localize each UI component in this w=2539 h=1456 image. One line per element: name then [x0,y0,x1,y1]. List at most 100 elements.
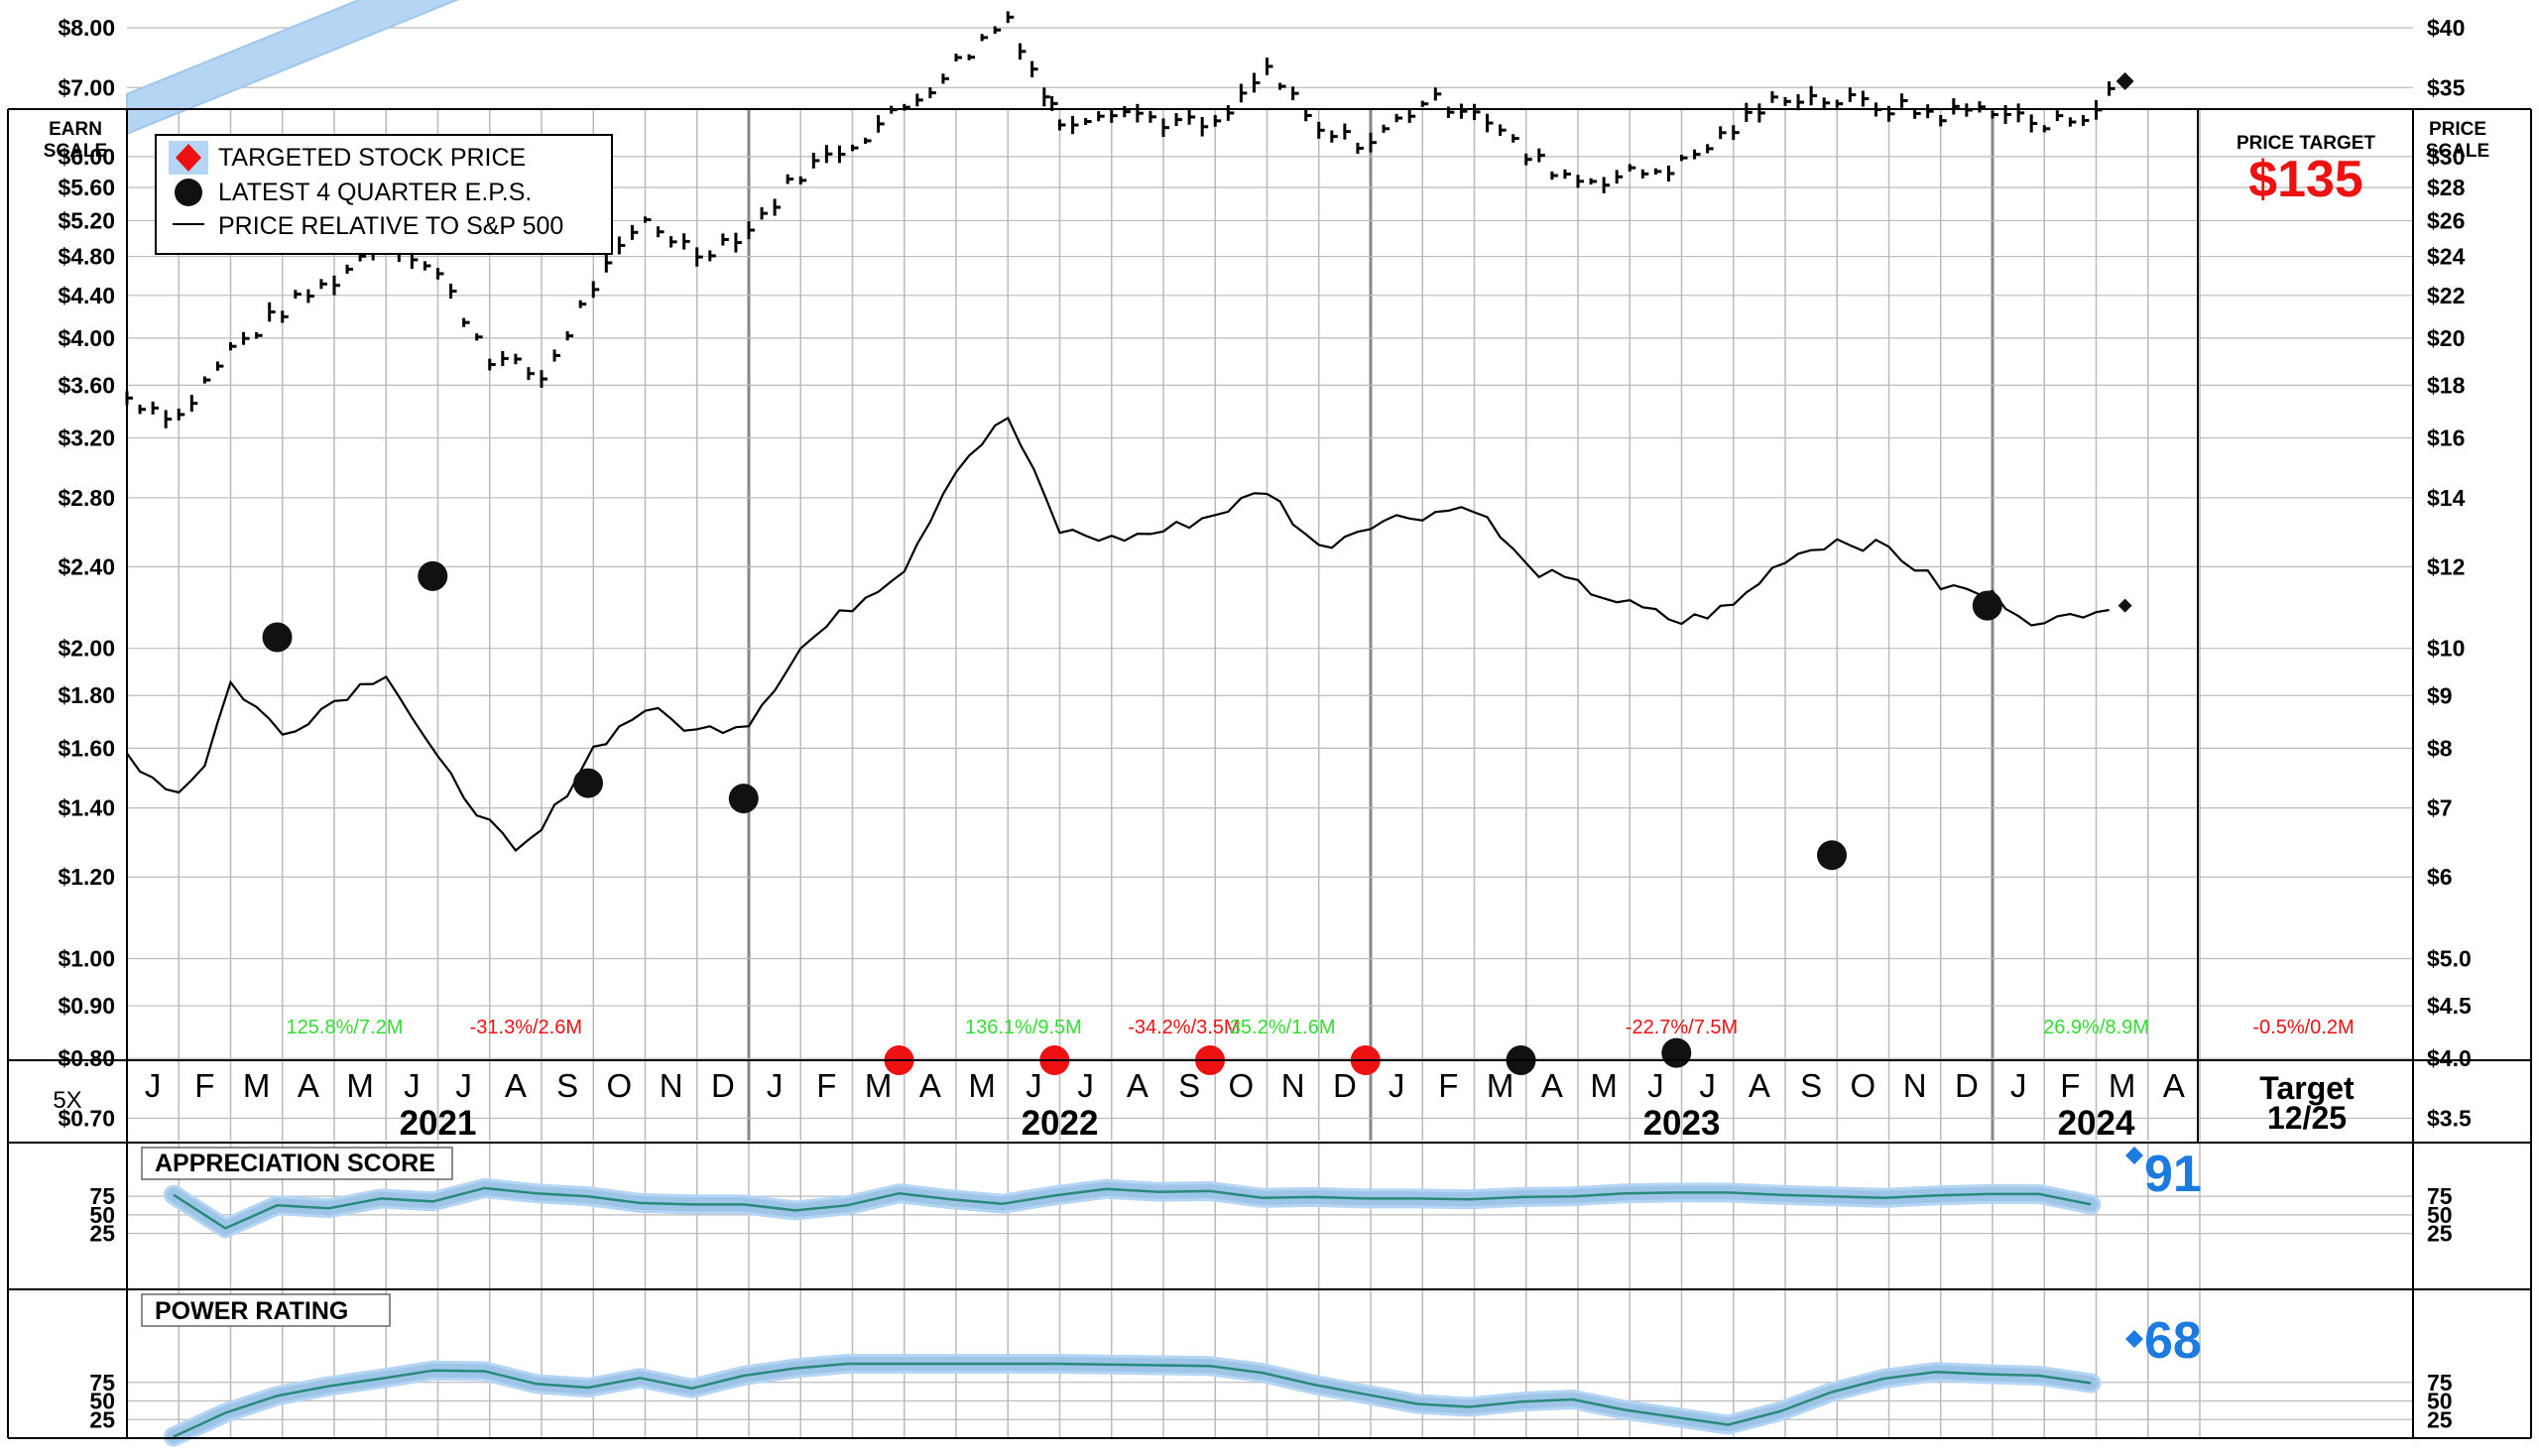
eps-marker [573,768,604,798]
price-tick-label: $8 [2427,735,2453,761]
relative-strength-line [126,416,2110,853]
score-tick-label: 75 [89,1370,115,1395]
earn-tick-label: $4.80 [58,244,115,270]
month-label: A [1127,1067,1149,1104]
power-title: POWER RATING [155,1297,348,1325]
month-label: D [1333,1067,1357,1104]
month-label: J [145,1067,162,1104]
earn-tick-label: $1.40 [58,795,115,821]
price-target-label: PRICE TARGET [2237,133,2375,154]
legend-box [155,134,613,255]
price-tick-label: $20 [2427,325,2465,351]
score-tick-label-right: 25 [2427,1406,2453,1432]
month-label: J [2010,1067,2027,1104]
earn-tick-label: $4.00 [58,325,115,351]
power-current-marker [2125,1330,2143,1348]
eps-marker [1817,840,1848,871]
month-label: A [298,1067,319,1104]
price-target-value: $135 [2248,151,2363,208]
month-label: M [2109,1067,2136,1104]
month-label: M [1487,1067,1514,1104]
month-label: D [711,1067,735,1104]
appreciation-title: APPRECIATION SCORE [155,1150,435,1177]
earn-tick-label: $7.00 [58,74,115,100]
earn-tick-label: $3.60 [58,372,115,398]
month-label: N [1903,1067,1927,1104]
month-label: F [816,1067,836,1104]
price-tick-label: $12 [2427,553,2465,579]
score-tick-label: 50 [89,1389,115,1414]
price-tick-label: $35 [2427,74,2466,100]
month-label: J [1026,1067,1042,1104]
earn-tick-label: $1.60 [58,735,115,761]
pct-annotation: 35.2%/1.6M [1230,1017,1336,1038]
pct-annotation: -0.5%/0.2M [2252,1017,2354,1038]
appreciation-title-box [141,1147,453,1180]
eps-marker [728,784,759,814]
earn-tick-label: $5.60 [58,175,115,200]
target-band-fill [126,0,459,135]
score-tick-label-right: 25 [2427,1221,2453,1247]
power-score-line [173,1362,2092,1438]
legend-target-label: TARGETED STOCK PRICE [218,144,526,172]
price-tick-label: $3.5 [2427,1106,2472,1132]
earn-tick-label: $2.00 [58,636,115,662]
month-label: F [2060,1067,2080,1104]
eps-marker [1661,1037,1692,1068]
price-tick-label: $18 [2427,372,2466,398]
month-label: M [346,1067,374,1104]
target-price-band [126,0,459,135]
appreciation-current-marker [2125,1147,2143,1164]
month-label: J [1699,1067,1716,1104]
pct-annotation: 26.9%/8.9M [2043,1017,2149,1038]
month-label: M [968,1067,996,1104]
price-tick-label: $30 [2427,144,2465,170]
month-label: M [1590,1067,1618,1104]
month-label: O [607,1067,633,1104]
score-tick-label: 25 [89,1221,115,1247]
month-label: A [505,1067,527,1104]
legend-eps-label: LATEST 4 QUARTER E.P.S. [218,179,532,206]
score-tick-label-right: 50 [2427,1202,2453,1228]
earn-tick-label: $1.00 [58,946,115,972]
month-label: O [1229,1067,1255,1104]
earn-tick-label: $2.80 [58,485,115,511]
grid: $18.00$16.00$14.00$12.00$10.00$9.00$8.00… [58,15,2472,1438]
year-label: 2021 [400,1104,477,1143]
month-label: J [1647,1067,1664,1104]
year-label: 2022 [1022,1104,1099,1143]
earn-tick-label: $1.20 [58,864,115,890]
price-tick-label: $26 [2427,207,2465,233]
price-scale-label-2: SCALE [2426,141,2489,162]
month-label: M [865,1067,893,1104]
month-label: S [556,1067,578,1104]
eps-marker [1972,590,2002,621]
month-label: J [767,1067,784,1104]
power-title-box [141,1293,391,1327]
earn-scale-label-1: EARN [49,119,102,140]
appreciation-current-value: 91 [2144,1146,2202,1203]
price-tick-label: $7 [2427,795,2453,821]
earn-tick-label: $0.90 [58,993,115,1019]
month-label: M [243,1067,271,1104]
pct-annotation: -22.7%/7.5M [1626,1017,1738,1038]
pct-annotation: 136.1%/9.5M [965,1017,1082,1038]
multiplier-label: 5X [53,1087,81,1114]
price-tick-label: $4.0 [2427,1045,2472,1071]
relative-last-marker [2117,598,2132,613]
price-tick-label: $28 [2427,175,2466,200]
score-tick-label-right: 75 [2427,1370,2453,1395]
month-label: O [1851,1067,1876,1104]
earn-tick-label: $1.80 [58,682,115,708]
month-label: J [455,1067,472,1104]
appreciation-score-line [173,1186,2092,1230]
earn-tick-label: $2.40 [58,553,115,579]
score-tick-label: 75 [89,1183,115,1209]
price-tick-label: $14 [2427,485,2466,511]
price-scale-label-1: PRICE [2429,119,2486,140]
month-label: J [1077,1067,1094,1104]
price-tick-label: $4.5 [2427,993,2472,1019]
eps-marker [262,622,293,653]
score-tick-label-right: 75 [2427,1183,2453,1209]
